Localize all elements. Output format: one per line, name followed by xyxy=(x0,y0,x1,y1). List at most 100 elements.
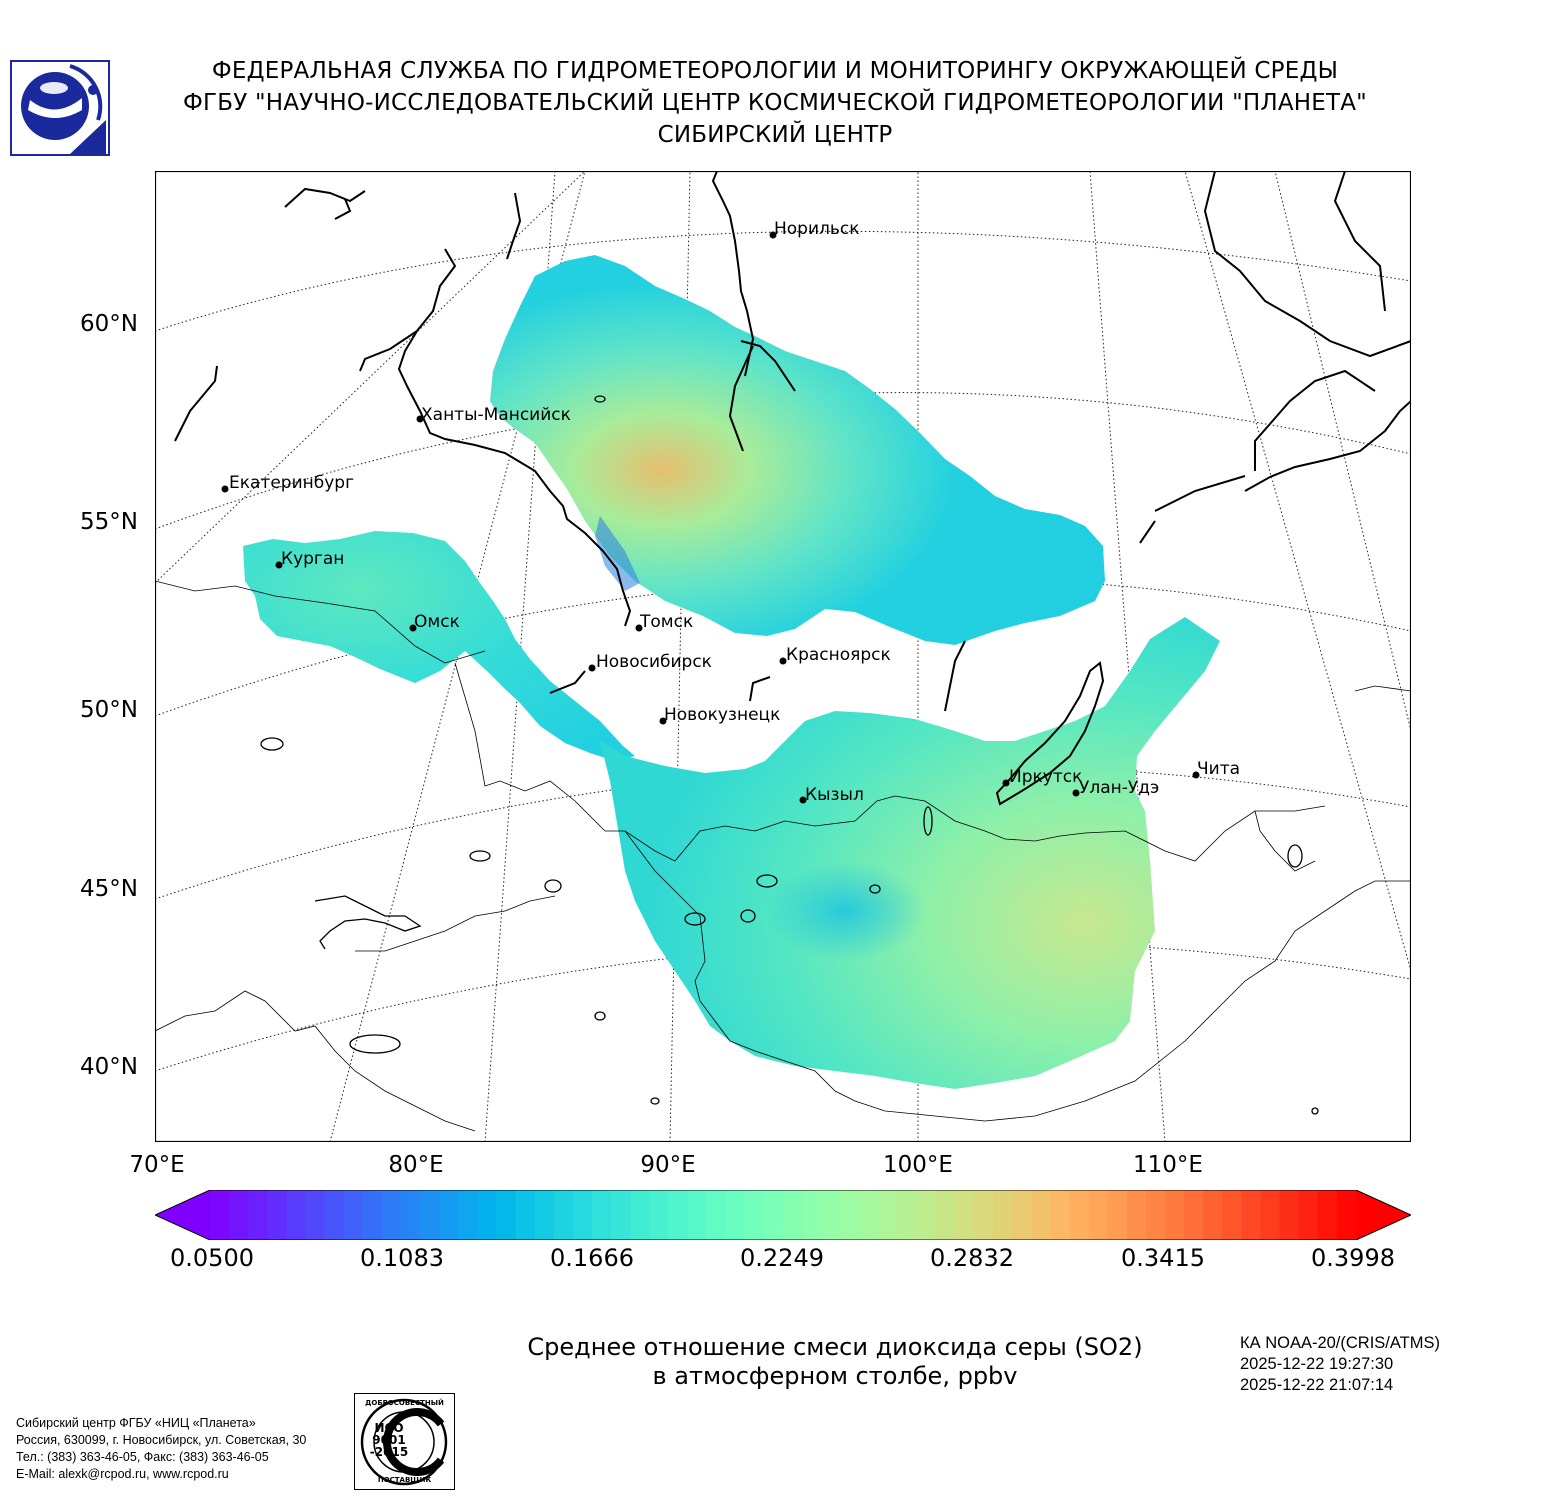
planeta-logo xyxy=(10,60,110,156)
colorbar-segment xyxy=(1279,1190,1300,1240)
city-irkutsk-marker xyxy=(1002,779,1010,787)
colorbar-segment xyxy=(1031,1190,1051,1240)
colorbar-tick: 0.3998 xyxy=(1311,1244,1395,1272)
city-khanty-marker xyxy=(416,415,424,423)
lon-label: 80°E xyxy=(388,1152,444,1178)
city-norilsk-marker xyxy=(769,231,777,239)
colorbar-segment xyxy=(974,1190,994,1240)
colorbar-segment xyxy=(572,1190,593,1240)
colorbar-segment xyxy=(420,1190,440,1240)
header-line-1: ФЕДЕРАЛЬНАЯ СЛУЖБА ПО ГИДРОМЕТЕОРОЛОГИИ … xyxy=(211,58,1339,84)
city-label: Улан-Удэ xyxy=(1079,778,1160,798)
colorbar-segment xyxy=(1107,1190,1128,1240)
city-ulan-ude-marker xyxy=(1072,789,1080,797)
iso-line: ИСО xyxy=(374,1421,404,1435)
lakes xyxy=(260,395,1319,1115)
colorbar xyxy=(155,1190,1411,1240)
colorbar-tick: 0.2249 xyxy=(740,1244,824,1272)
colorbar-segment xyxy=(1145,1190,1166,1240)
colorbar-segment xyxy=(1317,1190,1338,1240)
so2-map xyxy=(155,171,1411,1142)
colorbar-segment xyxy=(248,1190,268,1240)
colorbar-segment xyxy=(687,1190,708,1240)
caption-line-2: в атмосферном столбе, ppbv xyxy=(652,1362,1018,1390)
colorbar-segment xyxy=(324,1190,345,1240)
city-chita-marker xyxy=(1192,771,1200,779)
city-label: Норильск xyxy=(774,219,860,239)
iso-code: ИСО 9001 -2015 xyxy=(369,1422,409,1458)
city-novosibirsk-marker xyxy=(588,664,596,672)
colorbar-segment xyxy=(267,1190,287,1240)
city-label: Новокузнецк xyxy=(664,705,781,725)
colorbar-segment xyxy=(1050,1190,1071,1240)
colorbar-segment xyxy=(763,1190,784,1240)
colorbar-segment xyxy=(1203,1190,1223,1240)
satellite-time-end: 2025-12-22 21:07:14 xyxy=(1240,1376,1394,1394)
colorbar-segment xyxy=(897,1190,918,1240)
colorbar-segment xyxy=(477,1190,498,1240)
lake-baikal xyxy=(995,661,1105,806)
colorbar-tick: 0.3415 xyxy=(1121,1244,1205,1272)
iso-line: 9001 xyxy=(372,1433,406,1447)
colorbar-segment xyxy=(229,1190,249,1240)
colorbar-segment xyxy=(630,1190,650,1240)
city-ekaterinburg-marker xyxy=(221,485,229,493)
colorbar-segment xyxy=(821,1190,841,1240)
colorbar-segment xyxy=(1012,1190,1032,1240)
city-label: Ханты-Мансийск xyxy=(421,405,571,425)
colorbar-tick: 0.1666 xyxy=(550,1244,634,1272)
colorbar-segment xyxy=(1165,1190,1185,1240)
colorbar-segment xyxy=(725,1190,746,1240)
lon-label: 70°E xyxy=(129,1152,185,1178)
colorbar-segment xyxy=(611,1190,631,1240)
address-line: Тел.: (383) 363-46-05, Факс: (383) 363-4… xyxy=(16,1450,269,1464)
colorbar-segment xyxy=(1088,1190,1109,1240)
city-label: Курган xyxy=(281,549,345,569)
colorbar-segment xyxy=(381,1190,402,1240)
city-kurgan-marker xyxy=(275,561,283,569)
colorbar-tick: 0.1083 xyxy=(360,1244,444,1272)
city-tomsk-marker xyxy=(635,624,643,632)
colorbar-segment xyxy=(954,1190,975,1240)
colorbar-segment xyxy=(744,1190,765,1240)
colorbar-segment xyxy=(1241,1190,1262,1240)
colorbar-segment xyxy=(1069,1190,1090,1240)
city-label: Кызыл xyxy=(805,785,864,805)
colorbar-segment xyxy=(859,1190,880,1240)
iso-badge: ДОБРОСОВЕСТНЫЙ ИСО 9001 -2015 ПОСТАВЩИК xyxy=(354,1393,455,1490)
colorbar-segment xyxy=(592,1190,612,1240)
colorbar-segment xyxy=(210,1190,230,1240)
colorbar-segment xyxy=(706,1190,727,1240)
iso-badge-graphic xyxy=(360,1398,448,1486)
city-label: Иркутск xyxy=(1009,767,1083,787)
iso-bottom-text: ПОСТАВЩИК xyxy=(377,1476,432,1484)
colorbar-segment xyxy=(1222,1190,1242,1240)
colorbar-segment xyxy=(1298,1190,1319,1240)
colorbar-segment xyxy=(496,1190,517,1240)
city-markers xyxy=(221,231,1200,804)
colorbar-segment xyxy=(1260,1190,1281,1240)
city-label: Красноярск xyxy=(786,645,891,665)
address-line: Россия, 630099, г. Новосибирск, ул. Сове… xyxy=(16,1433,307,1447)
city-omsk-marker xyxy=(409,624,417,632)
lon-label: 90°E xyxy=(640,1152,696,1178)
city-label: Чита xyxy=(1197,759,1241,779)
colorbar-segment xyxy=(458,1190,478,1240)
city-label: Новосибирск xyxy=(596,652,712,672)
city-label: Омск xyxy=(414,612,460,632)
lon-label: 100°E xyxy=(883,1152,953,1178)
colorbar-tick: 0.2832 xyxy=(930,1244,1014,1272)
colorbar-segment xyxy=(878,1190,899,1240)
iso-top-text: ДОБРОСОВЕСТНЫЙ xyxy=(365,1399,444,1407)
rivers xyxy=(174,171,1411,712)
iso-line: -2015 xyxy=(369,1445,409,1459)
city-novokuznetsk-marker xyxy=(659,717,667,725)
header-line-3: СИБИРСКИЙ ЦЕНТР xyxy=(657,122,893,148)
colorbar-tick: 0.0500 xyxy=(170,1244,254,1272)
lat-label: 55°N xyxy=(80,509,138,535)
caption-line-1: Среднее отношение смеси диоксида серы (S… xyxy=(527,1333,1143,1361)
so2-swath-north xyxy=(490,255,1105,645)
colorbar-segment xyxy=(534,1190,555,1240)
lat-label: 60°N xyxy=(80,311,138,337)
colorbar-segment xyxy=(840,1190,860,1240)
